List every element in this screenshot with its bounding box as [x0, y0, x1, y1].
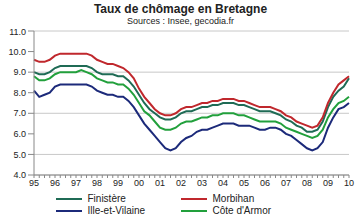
- svg-text:07: 07: [281, 178, 291, 188]
- svg-text:06: 06: [260, 178, 270, 188]
- svg-text:4.0: 4.0: [13, 170, 26, 180]
- html-text:Finistère: Finistère: [87, 193, 126, 204]
- svg-text:6.0: 6.0: [13, 129, 26, 139]
- svg-text:00: 00: [134, 178, 144, 188]
- svg-text:11.0: 11.0: [9, 27, 26, 37]
- svg-text:98: 98: [92, 178, 102, 188]
- svg-text:8.0: 8.0: [13, 88, 26, 98]
- svg-text:7.0: 7.0: [13, 108, 26, 118]
- svg-text:05: 05: [239, 178, 249, 188]
- svg-text:04: 04: [218, 178, 228, 188]
- html-text:Ille-et-Vilaine: Ille-et-Vilaine: [87, 205, 146, 216]
- svg-text:02: 02: [176, 178, 186, 188]
- html-text:Morbihan: Morbihan: [212, 193, 255, 204]
- svg-text:03: 03: [197, 178, 207, 188]
- svg-text:9.0: 9.0: [13, 67, 26, 77]
- svg-text:95: 95: [29, 178, 39, 188]
- html-text:Côte d'Armor: Côte d'Armor: [212, 205, 272, 216]
- svg-text:01: 01: [155, 178, 165, 188]
- svg-text:5.0: 5.0: [13, 150, 26, 160]
- svg-text:97: 97: [71, 178, 81, 188]
- svg-text:08: 08: [302, 178, 312, 188]
- svg-text:10: 10: [344, 178, 353, 188]
- html-text:Taux de chômage en Bretagne: Taux de chômage en Bretagne: [93, 2, 268, 16]
- svg-text:96: 96: [50, 178, 60, 188]
- svg-text:10.0: 10.0: [8, 47, 26, 57]
- html-text:Sources : Insee, gecodia.fr: Sources : Insee, gecodia.fr: [127, 16, 234, 26]
- svg-text:99: 99: [113, 178, 123, 188]
- svg-text:09: 09: [323, 178, 333, 188]
